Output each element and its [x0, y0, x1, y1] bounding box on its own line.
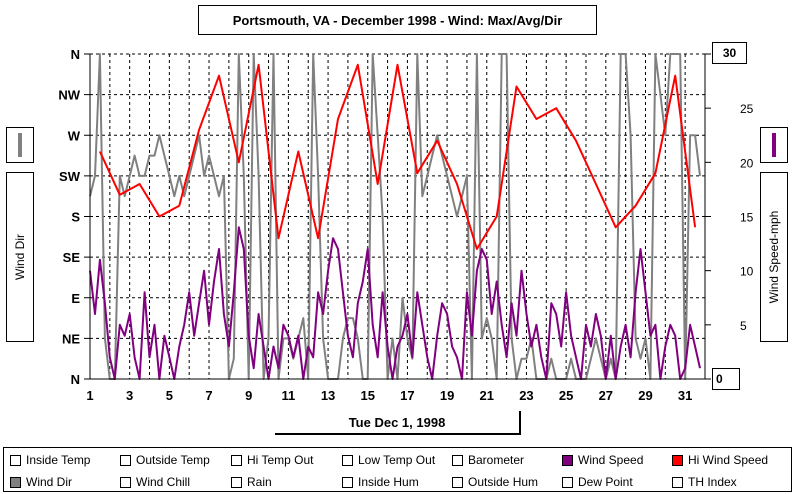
right-axis-max-value: 30	[722, 46, 737, 60]
legend-item[interactable]: Wind Dir	[10, 475, 72, 489]
legend-checkbox[interactable]	[231, 476, 242, 488]
legend-label: Low Temp Out	[358, 453, 436, 467]
y-left-tick-label: NW	[58, 88, 80, 103]
chart-title-text: Portsmouth, VA - December 1998 - Wind: M…	[232, 12, 563, 28]
x-tick-label: 31	[678, 388, 692, 403]
legend-checkbox[interactable]	[120, 454, 131, 466]
y-left-tick-label: E	[71, 291, 80, 306]
x-tick-label: 11	[282, 388, 296, 403]
hi-wind-speed-series-line	[98, 63, 697, 250]
legend: Inside Temp Outside Temp Hi Temp Out Low Te…	[3, 447, 792, 492]
x-tick-label: 9	[245, 388, 252, 403]
y-left-tick-label: W	[68, 128, 81, 143]
legend-label: Outside Temp	[136, 453, 210, 467]
date-range-box[interactable]: Tue Dec 1, 1998	[275, 411, 521, 435]
legend-checkbox[interactable]	[562, 476, 573, 488]
legend-checkbox[interactable]	[342, 476, 353, 488]
y-left-tick-label: SW	[59, 169, 81, 184]
legend-item[interactable]: Inside Temp	[10, 453, 90, 467]
right-axis-title: Wind Speed-mph	[767, 210, 781, 304]
legend-item[interactable]: Outside Hum	[452, 475, 538, 489]
left-axis-title: Wind Dir	[13, 233, 27, 281]
x-tick-label: 21	[480, 388, 494, 403]
legend-item[interactable]: Outside Temp	[120, 453, 210, 467]
legend-item[interactable]: Rain	[231, 475, 272, 489]
legend-item[interactable]: Wind Chill	[120, 475, 190, 489]
legend-checkbox[interactable]	[10, 476, 21, 488]
legend-label: Barometer	[468, 453, 525, 467]
legend-label: Wind Speed	[578, 453, 644, 467]
legend-label: Wind Dir	[26, 475, 73, 489]
legend-checkbox[interactable]	[672, 476, 683, 488]
legend-label: Outside Hum	[468, 475, 539, 489]
x-axis-label: Tue Dec 1, 1998	[348, 414, 446, 430]
x-tick-label: 17	[400, 388, 414, 403]
legend-item[interactable]: Inside Hum	[342, 475, 419, 489]
wind-dir-series-line	[89, 53, 701, 380]
x-tick-label: 1	[86, 388, 93, 403]
x-tick-label: 5	[166, 388, 173, 403]
legend-item[interactable]: Dew Point	[562, 475, 633, 489]
legend-item[interactable]: TH Index	[672, 475, 737, 489]
legend-label: Inside Temp	[26, 453, 91, 467]
y-left-tick-label: N	[71, 372, 80, 387]
x-tick-label: 7	[205, 388, 212, 403]
chart-title: Portsmouth, VA - December 1998 - Wind: M…	[198, 5, 597, 35]
legend-item[interactable]: Low Temp Out	[342, 453, 435, 467]
y-right-tick-label: 25	[740, 102, 754, 116]
right-axis-min-value: 0	[716, 372, 723, 386]
wind-speed-color-swatch[interactable]	[760, 127, 788, 163]
x-tick-label: 29	[638, 388, 652, 403]
legend-label: Inside Hum	[358, 475, 419, 489]
left-axis-title-box: Wind Dir	[6, 172, 34, 342]
legend-checkbox[interactable]	[672, 454, 683, 466]
x-tick-label: 23	[519, 388, 533, 403]
right-axis-title-box: Wind Speed-mph	[760, 172, 788, 342]
y-left-tick-label: SE	[63, 250, 81, 265]
right-axis-max-box[interactable]: 30	[712, 42, 747, 64]
legend-item[interactable]: Barometer	[452, 453, 524, 467]
legend-item[interactable]: Wind Speed	[562, 453, 643, 467]
legend-label: TH Index	[688, 475, 737, 489]
legend-checkbox[interactable]	[120, 476, 131, 488]
right-axis-min-box[interactable]: 0	[712, 368, 740, 390]
wind-dir-color-swatch[interactable]	[6, 127, 34, 163]
x-tick-label: 19	[440, 388, 454, 403]
y-left-tick-label: S	[71, 210, 80, 225]
legend-checkbox[interactable]	[562, 454, 573, 466]
x-tick-label: 13	[321, 388, 335, 403]
y-right-tick-label: 5	[740, 319, 747, 333]
legend-checkbox[interactable]	[10, 454, 21, 466]
legend-label: Hi Wind Speed	[688, 453, 769, 467]
x-tick-label: 3	[126, 388, 133, 403]
legend-label: Wind Chill	[136, 475, 191, 489]
x-tick-label: 25	[559, 388, 573, 403]
legend-checkbox[interactable]	[452, 454, 463, 466]
y-right-tick-label: 20	[740, 156, 754, 170]
y-right-tick-label: 15	[740, 211, 754, 225]
wind-speed-series-line	[89, 226, 701, 380]
y-left-tick-label: N	[71, 47, 80, 62]
legend-checkbox[interactable]	[342, 454, 353, 466]
legend-label: Rain	[247, 475, 272, 489]
legend-checkbox[interactable]	[452, 476, 463, 488]
legend-item[interactable]: Hi Wind Speed	[672, 453, 768, 467]
y-right-tick-label: 10	[740, 265, 754, 279]
legend-item[interactable]: Hi Temp Out	[231, 453, 313, 467]
legend-checkbox[interactable]	[231, 454, 242, 466]
x-tick-label: 15	[361, 388, 375, 403]
y-left-tick-label: NE	[62, 331, 80, 346]
legend-label: Dew Point	[578, 475, 633, 489]
legend-label: Hi Temp Out	[247, 453, 314, 467]
x-tick-label: 27	[599, 388, 613, 403]
